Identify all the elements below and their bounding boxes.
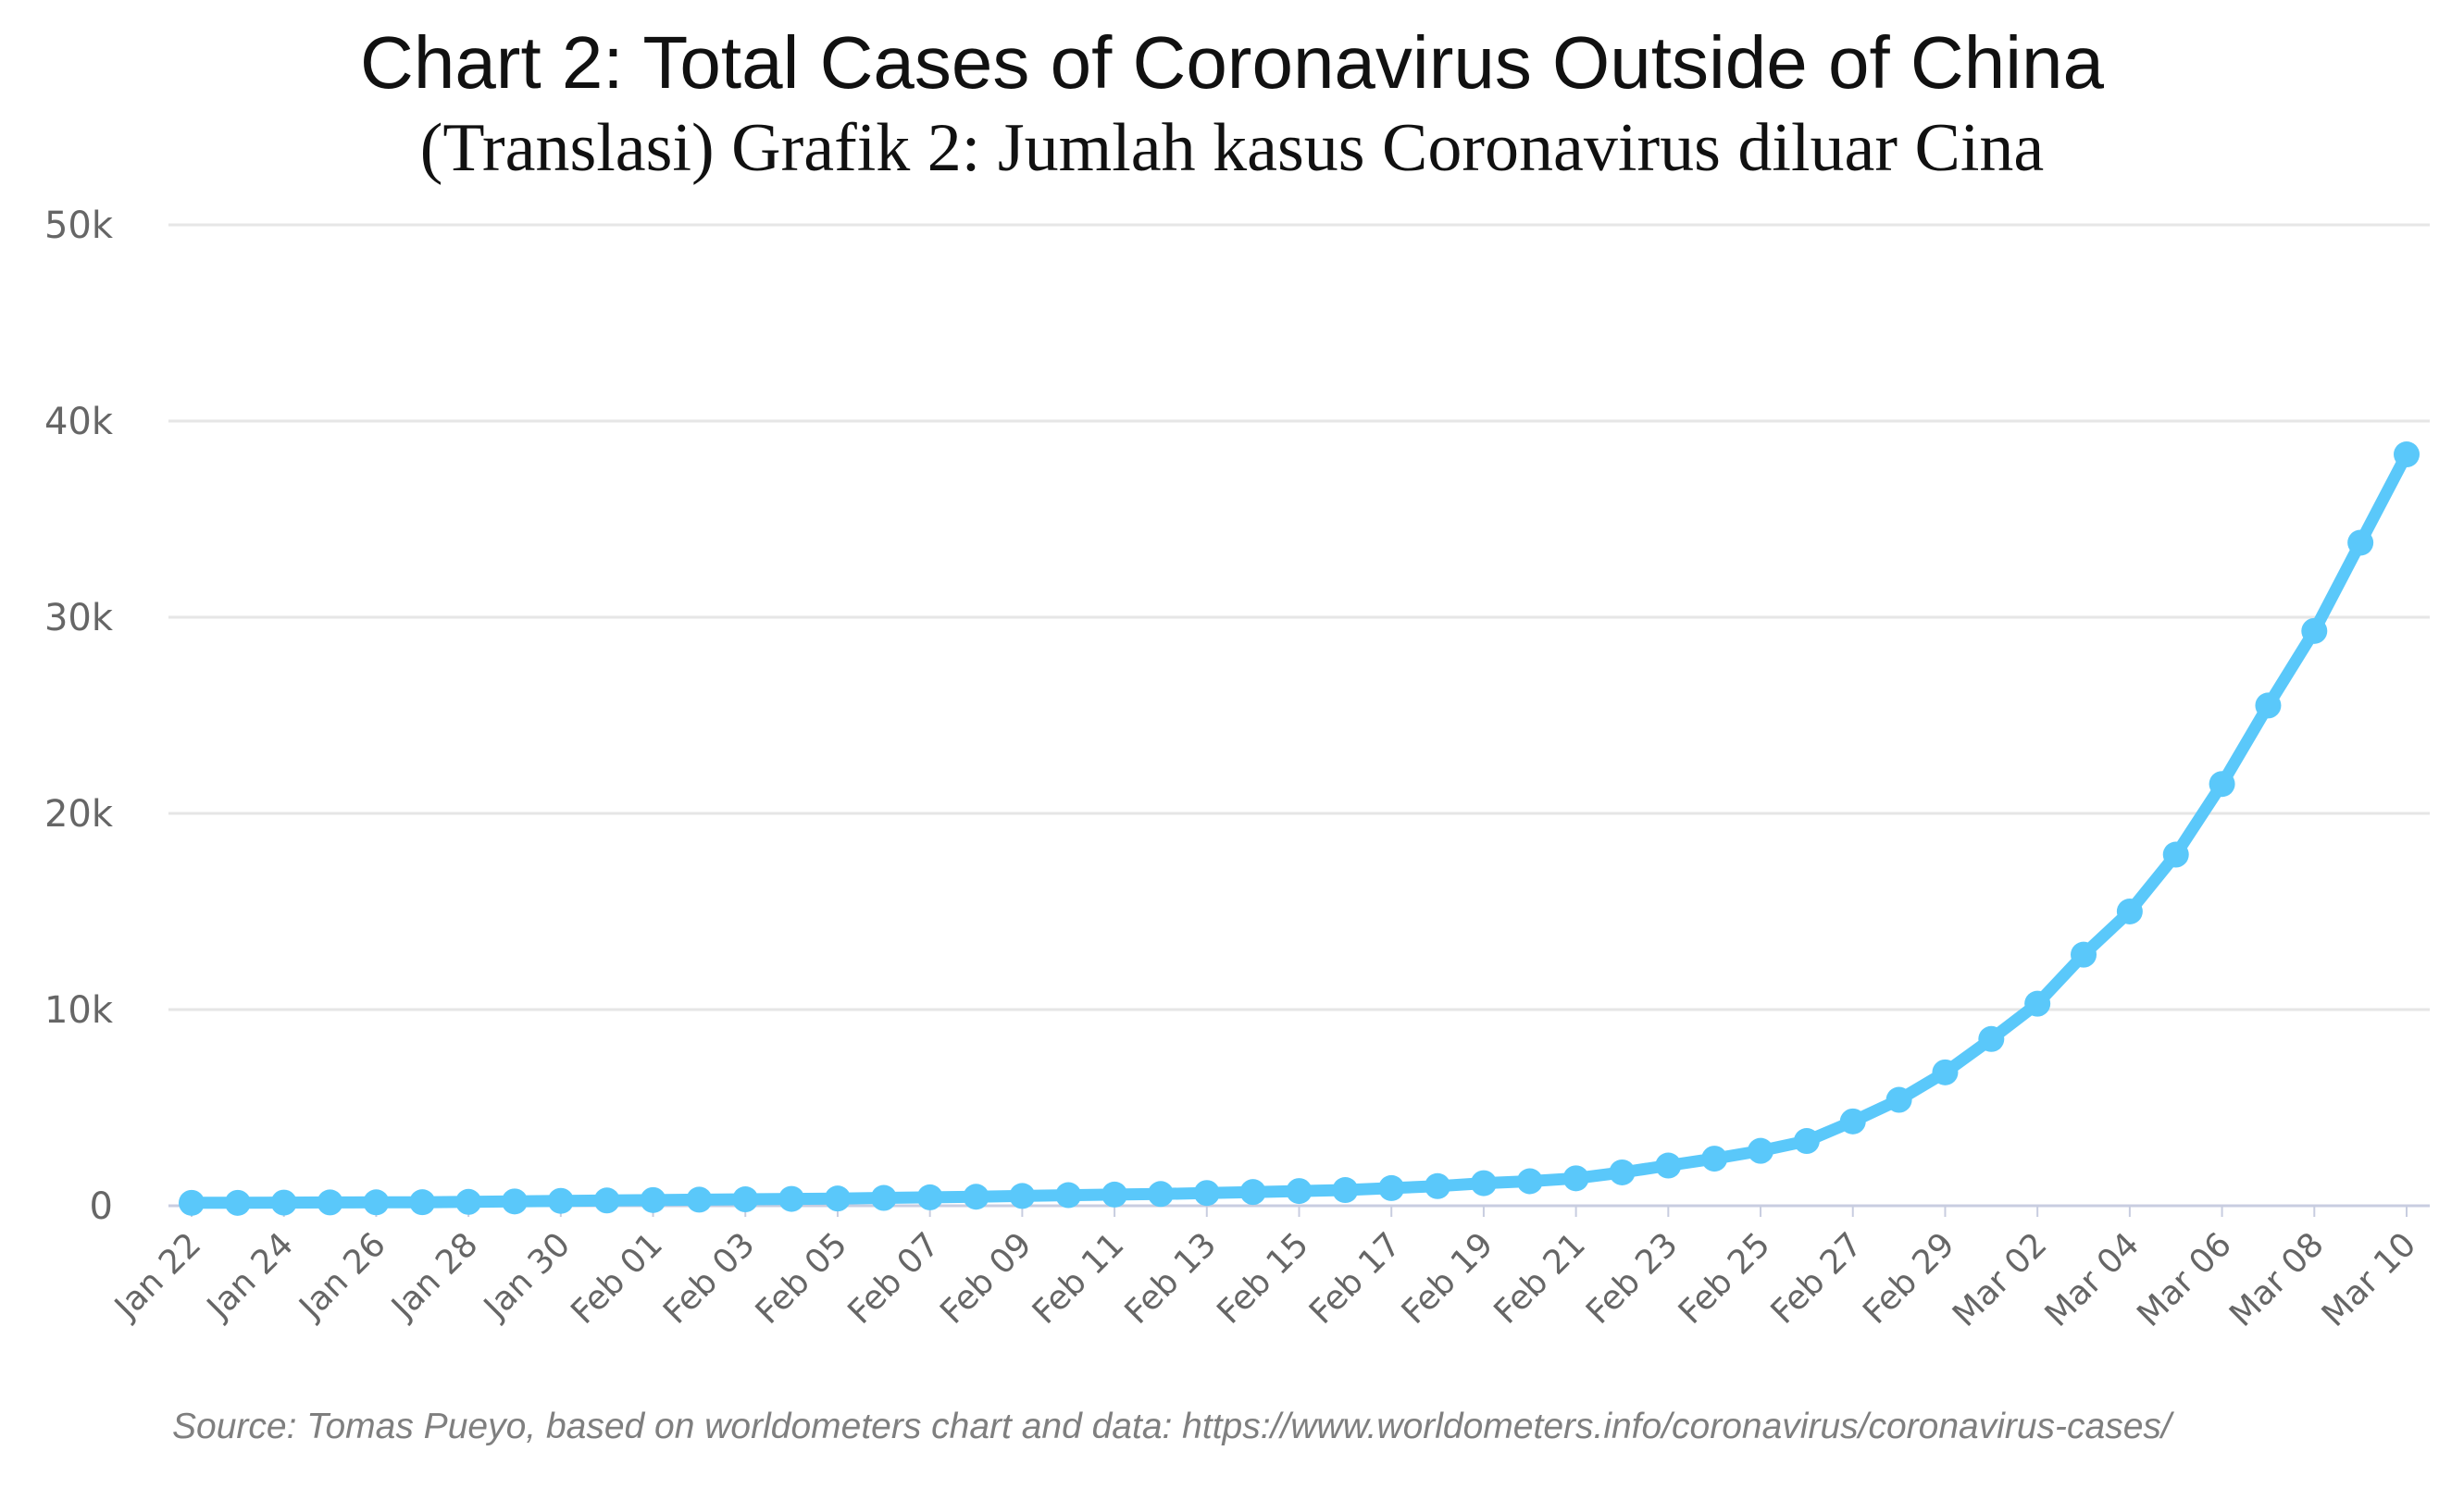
data-point [2394, 441, 2420, 468]
data-point [1793, 1128, 1820, 1155]
x-tick-label: Feb 01 [564, 1225, 670, 1332]
data-point [1839, 1108, 1866, 1135]
data-point [270, 1189, 297, 1216]
data-point [455, 1188, 482, 1215]
y-tick-label: 0 [90, 1185, 113, 1228]
data-point [686, 1186, 713, 1213]
data-point [1286, 1178, 1313, 1205]
data-point [778, 1185, 805, 1212]
chart-title: Chart 2: Total Cases of Coronavirus Outs… [360, 21, 2104, 104]
gridlines [168, 223, 2430, 1208]
data-point [1101, 1181, 1128, 1208]
x-tick-label: Jan 30 [476, 1225, 578, 1327]
data-point [1748, 1137, 1774, 1164]
y-tick-label: 40k [44, 401, 114, 443]
data-point [2209, 771, 2235, 798]
x-tick-label: Jan 28 [383, 1225, 485, 1327]
data-point [224, 1189, 251, 1216]
data-point [1193, 1180, 1220, 1207]
y-tick-label: 10k [44, 989, 114, 1032]
x-tick-label: Mar 10 [2315, 1225, 2424, 1334]
data-point [824, 1185, 851, 1212]
data-point [1609, 1159, 1636, 1185]
data-point [1562, 1165, 1589, 1192]
data-point [640, 1186, 666, 1213]
data-point [1516, 1168, 1543, 1195]
x-tick-label: Mar 06 [2130, 1225, 2239, 1334]
data-point [2116, 899, 2143, 924]
data-point [317, 1189, 343, 1216]
series-line [185, 448, 2413, 1209]
data-point [1239, 1179, 1266, 1206]
x-tick-label: Feb 29 [1856, 1225, 1962, 1332]
data-point [179, 1189, 205, 1216]
x-tick-label: Feb 09 [933, 1225, 1039, 1332]
data-point [1932, 1059, 1959, 1085]
data-point [2024, 990, 2051, 1017]
x-tick-label: Feb 07 [840, 1225, 947, 1332]
chart-subtitle: (Translasi) Grafik 2: Jumlah kasus Coron… [419, 110, 2045, 186]
x-tick-label: Mar 08 [2222, 1225, 2332, 1334]
x-tick-label: Feb 05 [749, 1225, 855, 1332]
data-point [1425, 1172, 1451, 1199]
x-tick-label: Feb 27 [1764, 1225, 1871, 1332]
data-point [501, 1188, 528, 1215]
data-point [732, 1186, 759, 1213]
data-point [2255, 692, 2282, 719]
x-tick-label: Feb 15 [1210, 1225, 1316, 1332]
data-point [547, 1187, 574, 1214]
data-point [916, 1184, 943, 1210]
data-point [1332, 1177, 1359, 1204]
x-tick-label: Feb 25 [1672, 1225, 1778, 1332]
data-point [1978, 1025, 2005, 1052]
y-tick-label: 20k [44, 793, 114, 836]
x-tick-label: Jan 26 [292, 1225, 393, 1327]
data-point [1378, 1174, 1405, 1201]
data-point [963, 1184, 989, 1210]
x-tick-label: Feb 19 [1395, 1225, 1501, 1332]
data-point [1701, 1146, 1728, 1172]
series-total-cases [179, 441, 2420, 1216]
data-point [2071, 941, 2097, 968]
data-point [1055, 1182, 1082, 1209]
x-tick-label: Jan 24 [199, 1225, 301, 1327]
data-point [1885, 1086, 1912, 1113]
x-tick-label: Mar 04 [2038, 1225, 2147, 1334]
data-point [1147, 1181, 1174, 1208]
data-point [1009, 1183, 1036, 1209]
y-tick-label: 30k [44, 597, 114, 639]
x-tick-label: Feb 13 [1118, 1225, 1225, 1332]
y-axis: 0 10k 20k 30k 40k 50k [44, 205, 114, 1228]
data-point [1655, 1152, 1682, 1179]
x-tick-label: Feb 23 [1579, 1225, 1686, 1332]
data-point [870, 1184, 897, 1211]
data-point [2301, 617, 2328, 644]
data-point [363, 1189, 390, 1216]
data-point [409, 1189, 436, 1216]
x-tick-label: Jan 22 [106, 1225, 208, 1327]
x-tick-label: Mar 02 [1946, 1225, 2055, 1334]
data-point [2347, 529, 2374, 556]
x-tick-label: Feb 03 [656, 1225, 763, 1332]
x-tick-label: Feb 17 [1302, 1225, 1409, 1332]
y-tick-label: 50k [44, 205, 114, 247]
data-point [1470, 1170, 1497, 1197]
source-note: Source: Tomas Pueyo, based on worldomete… [172, 1407, 2172, 1446]
x-tick-label: Feb 11 [1026, 1225, 1132, 1332]
data-point [2162, 841, 2189, 868]
data-point [593, 1187, 620, 1214]
x-tick-label: Feb 21 [1487, 1225, 1593, 1332]
